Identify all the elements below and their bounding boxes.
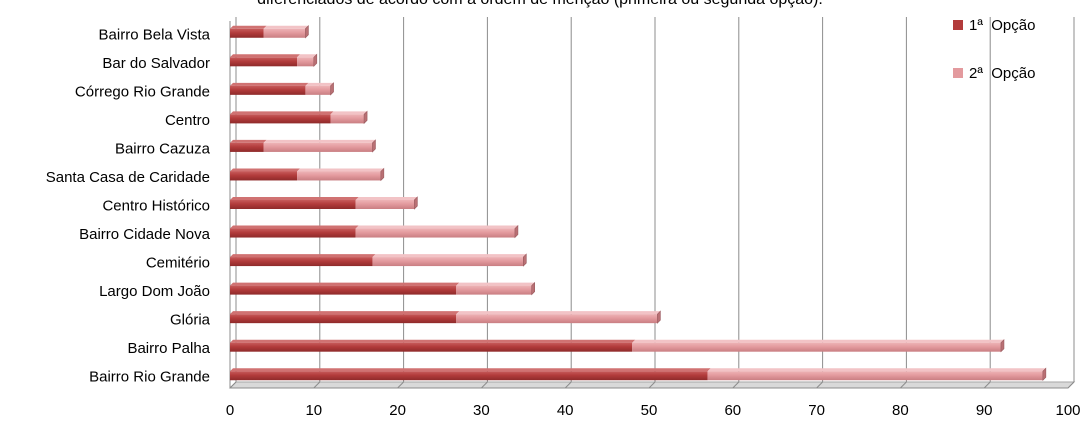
bar-second-option bbox=[632, 338, 1005, 353]
bar-second-option bbox=[456, 281, 535, 296]
category-label: Bairro Palha bbox=[127, 340, 210, 357]
bar-first-option bbox=[230, 139, 267, 152]
x-tick-label: 0 bbox=[226, 402, 234, 419]
bar-first-option bbox=[230, 111, 334, 124]
category-label: Centro Histórico bbox=[102, 198, 210, 215]
gridline-floor bbox=[564, 381, 572, 389]
bar-second-option bbox=[330, 110, 368, 125]
category-label: Glória bbox=[170, 312, 211, 329]
bar-second-option bbox=[707, 367, 1047, 381]
gridline-floor bbox=[648, 381, 656, 389]
x-tick-label: 30 bbox=[473, 402, 490, 419]
category-label: Córrego Rio Grande bbox=[75, 83, 210, 100]
bar-first-option bbox=[230, 82, 309, 95]
category-label: Bairro Bela Vista bbox=[99, 26, 211, 43]
bar-second-option bbox=[372, 253, 527, 267]
bar-first-option bbox=[230, 225, 359, 238]
x-tick-label: 20 bbox=[389, 402, 406, 419]
bar-first-option bbox=[230, 339, 636, 352]
bar-first-option bbox=[230, 168, 301, 181]
bar-first-option bbox=[230, 197, 359, 209]
bar-first-option bbox=[230, 25, 267, 38]
bar-first-option bbox=[230, 254, 376, 267]
x-tick-label: 80 bbox=[892, 402, 909, 419]
gridline-floor bbox=[313, 381, 321, 389]
gridline-floor bbox=[481, 381, 488, 389]
bar-first-option bbox=[230, 311, 460, 324]
bar-second-option bbox=[263, 25, 309, 39]
category-label: Bairro Cazuza bbox=[115, 140, 211, 157]
category-label: Bar do Salvador bbox=[102, 55, 210, 72]
gridline-floor bbox=[816, 381, 823, 389]
category-label: Largo Dom João bbox=[99, 283, 210, 300]
bar-second-option bbox=[297, 53, 318, 68]
x-tick-label: 70 bbox=[808, 402, 825, 419]
category-label: Bairro Rio Grande bbox=[89, 369, 210, 386]
legend-label: 1ª Opção bbox=[969, 17, 1035, 34]
bar-second-option bbox=[355, 224, 519, 239]
x-tick-label: 100 bbox=[1055, 402, 1080, 419]
category-label: Cemitério bbox=[146, 255, 210, 272]
gridline-floor bbox=[1067, 381, 1075, 389]
gridline-floor bbox=[397, 381, 404, 389]
bars-layer bbox=[230, 25, 1047, 381]
chart-title: diferenciados de acordo com a ordem de m… bbox=[257, 0, 823, 8]
x-tick-label: 10 bbox=[305, 402, 322, 419]
x-axis-labels: 0 10 20 30 40 50 60 70 80 90 100 bbox=[226, 402, 1081, 419]
bar-second-option bbox=[263, 139, 376, 153]
x-tick-label: 40 bbox=[557, 402, 574, 419]
x-tick-label: 60 bbox=[724, 402, 741, 419]
legend-label: 2ª Opção bbox=[969, 65, 1035, 82]
bar-second-option bbox=[297, 167, 385, 182]
category-label: Santa Casa de Caridade bbox=[46, 169, 210, 186]
category-label: Bairro Cidade Nova bbox=[79, 226, 211, 243]
bar-first-option bbox=[230, 368, 711, 381]
bar-first-option bbox=[230, 54, 301, 67]
legend-swatch bbox=[953, 68, 963, 78]
gridline-floor bbox=[900, 381, 907, 389]
gridline-floor bbox=[229, 381, 237, 389]
x-tick-label: 50 bbox=[641, 402, 658, 419]
y-axis-labels: Bairro Bela Vista Bar do Salvador Córrego … bbox=[46, 26, 211, 385]
category-label: Centro bbox=[165, 112, 210, 129]
x-tick-label: 90 bbox=[976, 402, 993, 419]
bar-second-option bbox=[305, 82, 334, 96]
gridline-floor bbox=[983, 381, 991, 389]
legend-swatch bbox=[953, 20, 963, 30]
gridline-floor bbox=[732, 381, 740, 389]
bar-first-option bbox=[230, 282, 460, 295]
bar-second-option bbox=[355, 196, 418, 210]
legend: 1ª Opção 2ª Opção bbox=[953, 17, 1035, 82]
bar-second-option bbox=[456, 310, 661, 324]
